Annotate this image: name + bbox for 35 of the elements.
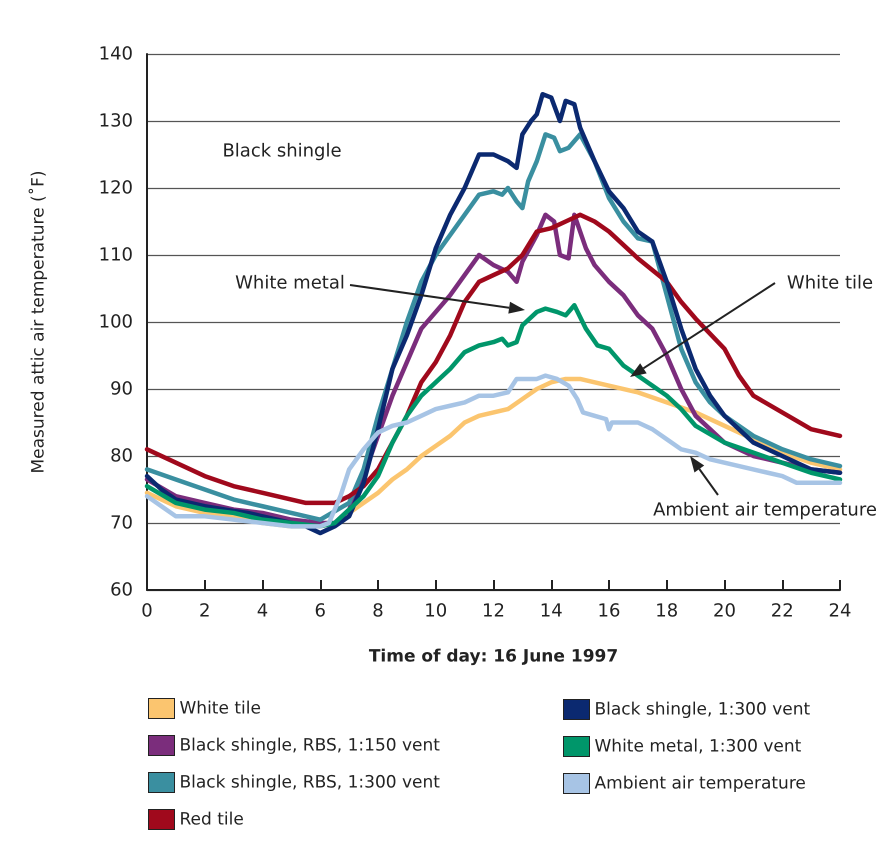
y-tick-label: 60 xyxy=(110,580,133,600)
x-tick-label: 12 xyxy=(482,600,505,622)
legend-label: Black shingle, RBS, 1:150 vent xyxy=(180,736,440,756)
annotation: White tile xyxy=(786,272,874,294)
y-tick-label: 80 xyxy=(110,446,133,466)
x-tick-label: 24 xyxy=(828,600,852,622)
annotation: Ambient air temperature xyxy=(653,500,877,520)
x-tick-label: 14 xyxy=(540,600,563,622)
legend-label: Red tile xyxy=(180,810,244,830)
x-tick-label: 22 xyxy=(770,600,794,622)
x-axis-title: Time of day: 16 June 1997 xyxy=(368,646,618,666)
annotation: White metal xyxy=(235,272,345,294)
legend-label: Ambient air temperature xyxy=(594,774,806,794)
x-tick-label: 0 xyxy=(141,600,153,622)
annotation: Black shingle xyxy=(222,140,342,162)
legend-label: Black shingle, RBS, 1:300 vent xyxy=(180,772,440,792)
y-tick-label: 130 xyxy=(98,110,133,132)
x-tick-label: 4 xyxy=(256,600,268,622)
legend-label: Black shingle, 1:300 vent xyxy=(594,700,810,720)
y-tick-label: 120 xyxy=(98,178,133,198)
y-tick-label: 110 xyxy=(98,244,133,266)
x-tick-label: 2 xyxy=(199,600,210,622)
y-tick-label: 100 xyxy=(98,312,133,332)
x-tick-label: 8 xyxy=(372,600,384,622)
x-tick-label: 6 xyxy=(314,600,326,622)
y-tick-label: 140 xyxy=(98,44,133,64)
x-tick-label: 16 xyxy=(598,600,620,622)
x-tick-label: 18 xyxy=(655,600,678,622)
legend-label: White tile xyxy=(180,698,261,718)
legend-label: White metal, 1:300 vent xyxy=(594,736,802,756)
x-tick-label: 10 xyxy=(424,600,448,622)
y-axis-title: Measured attic air temperature (˚F) xyxy=(28,170,48,474)
x-tick-label: 20 xyxy=(713,600,736,622)
y-tick-label: 70 xyxy=(110,512,133,534)
y-tick-label: 90 xyxy=(110,378,133,400)
